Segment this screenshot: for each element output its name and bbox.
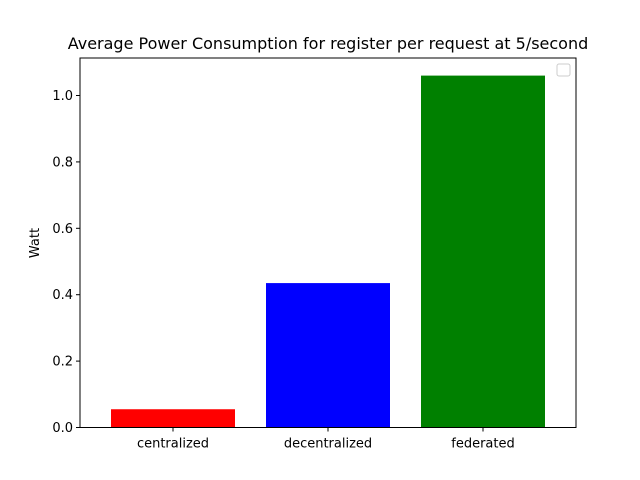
bars-group [111, 75, 545, 428]
y-tick-label: 0.2 [52, 355, 73, 370]
chart-title: Average Power Consumption for register p… [68, 34, 589, 53]
x-tick-label-centralized: centralized [137, 437, 209, 452]
x-tick-label-federated: federated [451, 437, 514, 452]
x-tick-label-decentralized: decentralized [284, 437, 372, 452]
legend-box [556, 63, 571, 77]
plot-frame [79, 57, 577, 428]
y-axis-ticks: 0.0 0.2 0.4 0.6 0.8 1.0 [52, 89, 80, 436]
bar-decentralized [266, 283, 390, 428]
y-tick-label: 0.4 [52, 288, 73, 303]
y-tick-label: 0.8 [52, 155, 73, 170]
bar-centralized [111, 409, 235, 428]
y-tick-label: 1.0 [52, 89, 73, 104]
bar-federated [421, 75, 545, 428]
y-tick-label: 0.6 [52, 222, 73, 237]
y-axis-label: Watt [28, 228, 43, 258]
x-axis-ticks: centralized decentralized federated [137, 427, 515, 452]
y-tick-label: 0.0 [52, 421, 73, 436]
